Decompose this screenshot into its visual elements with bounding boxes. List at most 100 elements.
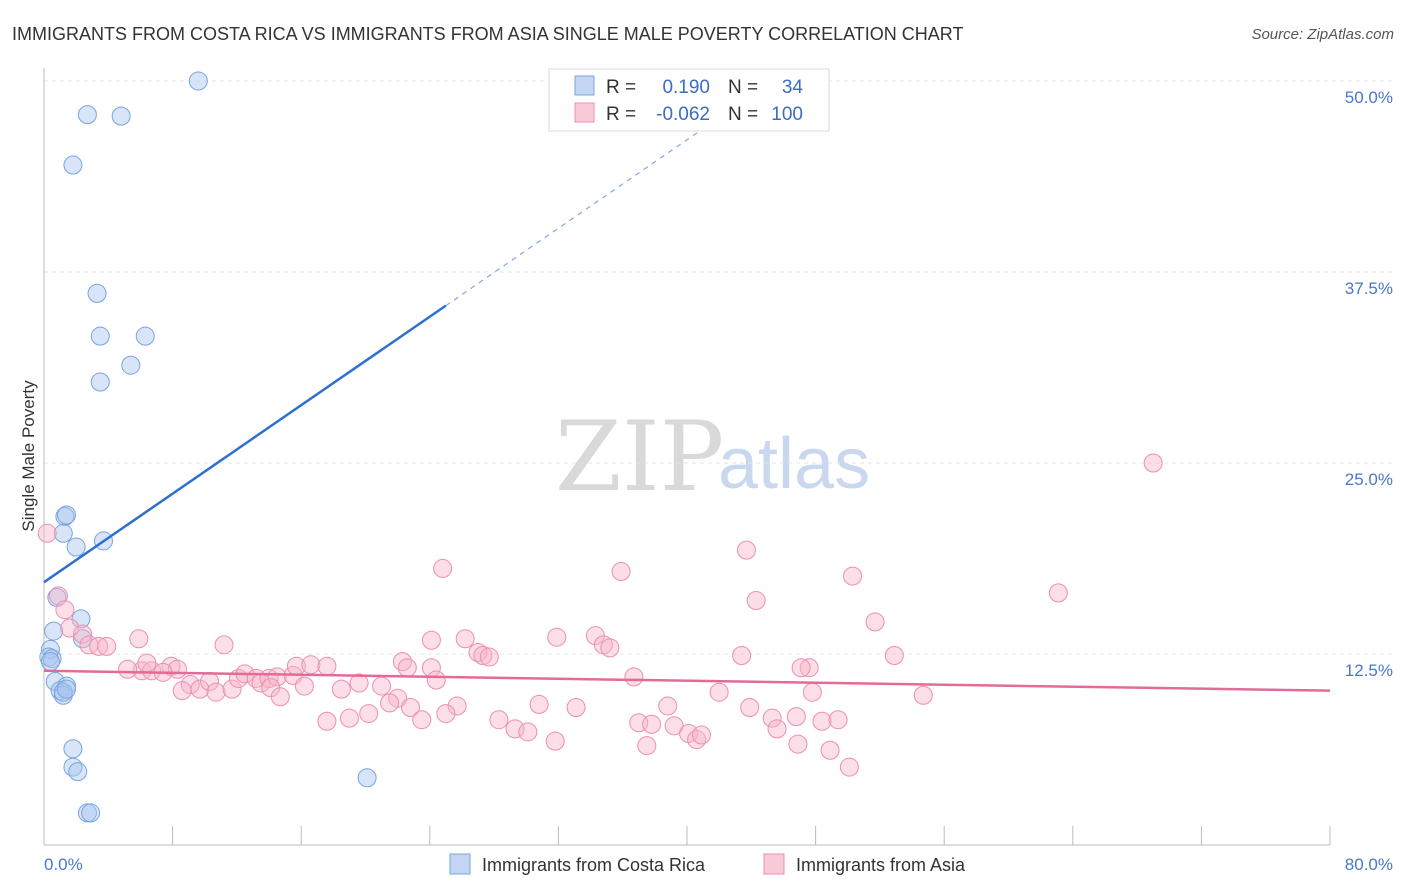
point-1-44 bbox=[339, 708, 359, 728]
point-1-99 bbox=[1143, 453, 1163, 473]
point-0-6 bbox=[135, 326, 155, 346]
point-1-67 bbox=[600, 638, 620, 658]
point-1-9 bbox=[214, 635, 234, 655]
legend-swatch-asia bbox=[574, 102, 595, 123]
trend-extension-0 bbox=[445, 117, 720, 307]
series-legend-swatch-asia bbox=[763, 853, 785, 875]
point-1-68 bbox=[611, 561, 631, 581]
point-1-41 bbox=[412, 710, 432, 730]
series-legend-label-costa-rica: Immigrants from Costa Rica bbox=[482, 855, 706, 875]
point-0-16 bbox=[44, 621, 64, 641]
point-1-95 bbox=[865, 612, 885, 632]
point-1-30 bbox=[270, 687, 290, 707]
point-1-96 bbox=[884, 646, 904, 666]
point-1-50 bbox=[421, 630, 441, 650]
point-1-61 bbox=[529, 694, 549, 714]
y-axis-label: Single Male Poverty bbox=[19, 380, 38, 532]
legend-n-label-1: N = bbox=[728, 104, 758, 125]
series-costa-rica-points bbox=[39, 71, 377, 823]
legend-r-value-1: -0.062 bbox=[656, 104, 710, 125]
trend-line-0 bbox=[43, 304, 447, 584]
watermark: ZIP atlas bbox=[555, 401, 870, 513]
legend-r-label-0: R = bbox=[606, 77, 636, 98]
point-0-32 bbox=[53, 682, 73, 702]
point-1-59 bbox=[505, 719, 525, 739]
legend-r-label-1: R = bbox=[606, 104, 636, 125]
point-1-37 bbox=[349, 673, 369, 693]
legend-n-value-1: 100 bbox=[771, 104, 803, 125]
point-1-92 bbox=[843, 566, 863, 586]
chart-title: IMMIGRANTS FROM COSTA RICA VS IMMIGRANTS… bbox=[12, 24, 963, 44]
point-0-11 bbox=[53, 523, 73, 543]
point-0-0 bbox=[188, 71, 208, 91]
point-0-1 bbox=[77, 105, 97, 125]
point-1-85 bbox=[786, 707, 806, 727]
point-0-31 bbox=[357, 768, 377, 788]
point-1-86 bbox=[788, 734, 808, 754]
point-1-43 bbox=[359, 704, 379, 724]
point-0-2 bbox=[111, 106, 131, 126]
point-1-72 bbox=[642, 714, 662, 734]
point-1-88 bbox=[802, 682, 822, 702]
point-0-20 bbox=[42, 649, 62, 669]
x-tick-label-min: 0.0% bbox=[44, 855, 83, 874]
point-0-4 bbox=[87, 283, 107, 303]
point-1-64 bbox=[566, 697, 586, 717]
point-0-12 bbox=[66, 537, 86, 557]
point-0-10 bbox=[57, 505, 77, 525]
watermark-zip: ZIP bbox=[555, 401, 724, 513]
point-1-84 bbox=[767, 719, 787, 739]
y-tick-label-2: 37.5% bbox=[1345, 279, 1393, 298]
series-legend: Immigrants from Costa Rica Immigrants fr… bbox=[449, 853, 966, 875]
point-1-8 bbox=[129, 629, 149, 649]
point-0-33 bbox=[57, 679, 77, 699]
point-0-5 bbox=[90, 326, 110, 346]
point-1-22 bbox=[222, 679, 242, 699]
point-1-47 bbox=[397, 658, 417, 678]
point-1-73 bbox=[658, 696, 678, 716]
point-1-58 bbox=[489, 710, 509, 730]
point-1-78 bbox=[709, 682, 729, 702]
point-1-20 bbox=[172, 681, 192, 701]
point-1-60 bbox=[518, 722, 538, 742]
point-1-12 bbox=[118, 659, 138, 679]
point-1-87 bbox=[799, 658, 819, 678]
point-1-4 bbox=[73, 624, 93, 644]
point-1-21 bbox=[206, 682, 226, 702]
y-tick-label-1: 25.0% bbox=[1345, 470, 1393, 489]
point-0-30 bbox=[81, 803, 101, 823]
point-1-81 bbox=[740, 697, 760, 717]
point-1-63 bbox=[547, 627, 567, 647]
point-0-7 bbox=[90, 372, 110, 392]
point-1-0 bbox=[37, 523, 57, 543]
point-1-77 bbox=[691, 725, 711, 745]
point-1-79 bbox=[732, 646, 752, 666]
point-0-28 bbox=[68, 762, 88, 782]
point-1-54 bbox=[455, 629, 475, 649]
point-1-38 bbox=[372, 676, 392, 696]
point-1-69 bbox=[624, 667, 644, 687]
point-1-83 bbox=[762, 708, 782, 728]
series-asia-points bbox=[37, 453, 1163, 777]
point-0-3 bbox=[63, 155, 83, 175]
point-1-71 bbox=[637, 736, 657, 756]
point-1-35 bbox=[317, 656, 337, 676]
point-1-34 bbox=[301, 655, 321, 675]
point-0-26 bbox=[63, 739, 83, 759]
legend-n-label-0: N = bbox=[728, 77, 758, 98]
y-tick-label-3: 50.0% bbox=[1345, 88, 1393, 107]
point-1-33 bbox=[294, 676, 314, 696]
point-1-57 bbox=[479, 647, 499, 667]
point-1-82 bbox=[746, 591, 766, 611]
point-1-51 bbox=[433, 558, 453, 578]
point-1-42 bbox=[380, 693, 400, 713]
point-1-15 bbox=[137, 653, 157, 673]
trend-line-1 bbox=[43, 669, 1331, 692]
point-1-7 bbox=[97, 636, 117, 656]
legend-r-value-0: 0.190 bbox=[662, 77, 710, 98]
x-tick-marks bbox=[43, 826, 1331, 845]
y-tick-label-0: 12.5% bbox=[1345, 661, 1393, 680]
x-tick-label-max: 80.0% bbox=[1345, 855, 1393, 874]
chart-source: Source: ZipAtlas.com bbox=[1251, 26, 1394, 43]
